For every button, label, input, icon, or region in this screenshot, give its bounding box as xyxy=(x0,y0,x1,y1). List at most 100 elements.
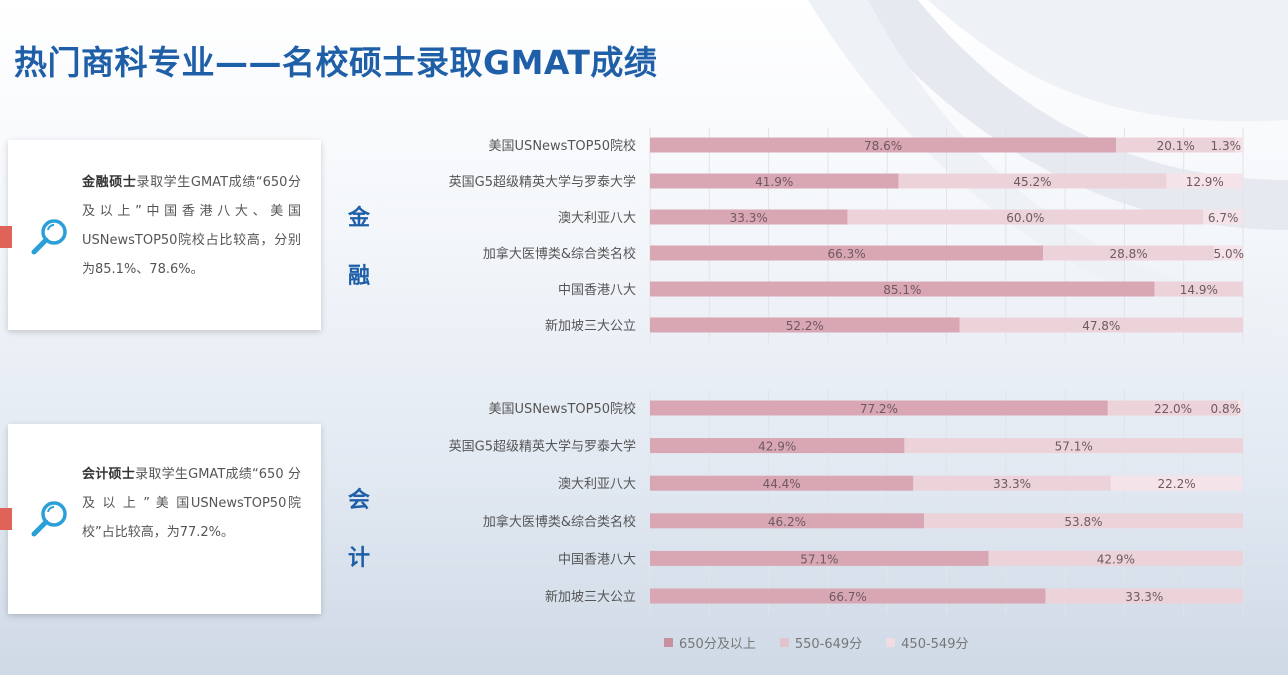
category-label: 澳大利亚八大 xyxy=(558,210,636,226)
category-char: 计 xyxy=(347,546,370,571)
category-label: 加拿大医博类&综合类名校 xyxy=(483,246,636,262)
bar-segment xyxy=(1043,245,1214,261)
data-label: 28.8% xyxy=(1109,247,1147,261)
bar-segment xyxy=(1107,400,1239,416)
data-label: 52.2% xyxy=(786,319,824,333)
category-label: 美国USNewsTOP50院校 xyxy=(489,138,636,154)
bar-segment xyxy=(650,317,960,333)
bar-segment xyxy=(650,550,989,566)
data-label: 66.7% xyxy=(829,590,867,604)
bar-segment xyxy=(650,173,899,189)
chart-legend: 650分及以上 550-649分 450-549分 xyxy=(664,633,968,652)
data-label: 33.3% xyxy=(1125,590,1163,604)
data-label: 0.8% xyxy=(1211,402,1242,416)
bar-segment xyxy=(1154,281,1243,297)
bar-segment xyxy=(1110,475,1243,491)
accounting-summary-body: 录取学生GMAT成绩“650 分 及 以 上 ” 美 国USNewsTOP50院… xyxy=(82,467,301,540)
legend-item-550: 550-649分 xyxy=(779,633,863,652)
data-label: 12.9% xyxy=(1186,175,1224,189)
bar-segment xyxy=(1166,173,1243,189)
bar-segment xyxy=(959,317,1243,333)
data-label: 44.4% xyxy=(763,477,801,491)
data-label: 66.3% xyxy=(828,247,866,261)
bar-segment xyxy=(988,550,1243,566)
page-title: 热门商科专业——名校硕士录取GMAT成绩 xyxy=(14,43,658,82)
bar-segment xyxy=(1116,137,1236,153)
bar-segment xyxy=(1213,245,1244,261)
data-label: 5.0% xyxy=(1214,247,1245,261)
category-label: 英国G5超级精英大学与罗泰大学 xyxy=(449,174,636,190)
bar-segment xyxy=(1235,137,1243,153)
category-label: 中国香港八大 xyxy=(558,283,636,298)
bar-segment xyxy=(923,513,1243,529)
category-label: 新加坡三大公立 xyxy=(545,318,636,334)
finance-summary-card: 金融硕士录取学生GMAT成绩“650分及以上”中国香港八大、美国USNewsTO… xyxy=(0,140,321,330)
bar-segment xyxy=(650,209,848,225)
card-tag xyxy=(0,508,12,530)
category-char: 金 xyxy=(347,206,370,231)
category-char: 融 xyxy=(347,264,370,289)
bar-segment xyxy=(1045,588,1243,604)
data-label: 60.0% xyxy=(1006,211,1044,225)
legend-item-650: 650分及以上 xyxy=(664,633,756,652)
magnifier-icon xyxy=(31,501,67,537)
finance-category-label: 金融 xyxy=(346,190,372,306)
data-label: 57.1% xyxy=(1055,440,1093,454)
legend-label: 550-649分 xyxy=(794,637,863,652)
accounting-summary-card: 会计硕士录取学生GMAT成绩“650 分 及 以 上 ” 美 国USNewsTO… xyxy=(0,424,321,614)
finance-category-char-1: 金融 xyxy=(346,190,372,306)
data-label: 1.3% xyxy=(1211,139,1242,153)
category-label: 英国G5超级精英大学与罗泰大学 xyxy=(449,439,636,455)
card-tag xyxy=(0,226,12,248)
bar-segment xyxy=(650,400,1108,416)
data-label: 6.7% xyxy=(1208,211,1239,225)
data-label: 47.8% xyxy=(1082,319,1120,333)
accounting-summary-text: 会计硕士录取学生GMAT成绩“650 分 及 以 上 ” 美 国USNewsTO… xyxy=(82,460,301,547)
data-label: 42.9% xyxy=(1097,552,1135,566)
data-label: 22.0% xyxy=(1154,402,1192,416)
bar-segment xyxy=(847,209,1204,225)
category-label: 新加坡三大公立 xyxy=(545,589,636,605)
legend-label: 450-549分 xyxy=(901,637,969,652)
finance-summary-body: 录取学生GMAT成绩“650分及以上”中国香港八大、美国USNewsTOP50院… xyxy=(82,175,301,277)
legend-swatch xyxy=(886,638,896,647)
data-label: 22.2% xyxy=(1158,477,1196,491)
finance-summary-text: 金融硕士录取学生GMAT成绩“650分及以上”中国香港八大、美国USNewsTO… xyxy=(82,168,301,284)
accounting-category-label: 会计 xyxy=(346,472,372,588)
data-label: 77.2% xyxy=(860,402,898,416)
data-label: 46.2% xyxy=(768,515,806,529)
category-label: 加拿大医博类&综合类名校 xyxy=(483,514,636,530)
category-char: 会 xyxy=(347,488,370,513)
bar-segment xyxy=(1238,400,1243,416)
bar-segment xyxy=(904,438,1243,454)
category-label: 美国USNewsTOP50院校 xyxy=(489,401,636,417)
legend-swatch xyxy=(779,638,789,647)
background-decoration xyxy=(808,0,1288,330)
legend-item-450: 450-549分 xyxy=(886,633,968,652)
data-label: 14.9% xyxy=(1180,283,1218,297)
bar-segment xyxy=(650,513,924,529)
magnifier-icon xyxy=(31,219,67,255)
bar-segment xyxy=(913,475,1111,491)
data-label: 78.6% xyxy=(864,139,902,153)
bar-segment xyxy=(650,588,1046,604)
data-label: 85.1% xyxy=(883,283,921,297)
data-label: 20.1% xyxy=(1157,139,1195,153)
bar-segment xyxy=(650,438,905,454)
category-label: 中国香港八大 xyxy=(558,552,636,567)
data-label: 41.9% xyxy=(755,175,793,189)
finance-summary-bold: 金融硕士 xyxy=(82,175,137,190)
bar-segment xyxy=(650,137,1117,153)
data-label: 57.1% xyxy=(800,552,838,566)
accounting-category-char-1: 会计 xyxy=(346,472,372,588)
data-label: 33.3% xyxy=(730,211,768,225)
bar-segment xyxy=(650,245,1044,261)
bar-segment xyxy=(650,281,1155,297)
data-label: 53.8% xyxy=(1064,515,1102,529)
data-label: 42.9% xyxy=(758,440,796,454)
accounting-summary-bold: 会计硕士 xyxy=(82,467,136,482)
bar-segment xyxy=(650,475,914,491)
data-label: 33.3% xyxy=(993,477,1031,491)
bar-segment xyxy=(898,173,1167,189)
